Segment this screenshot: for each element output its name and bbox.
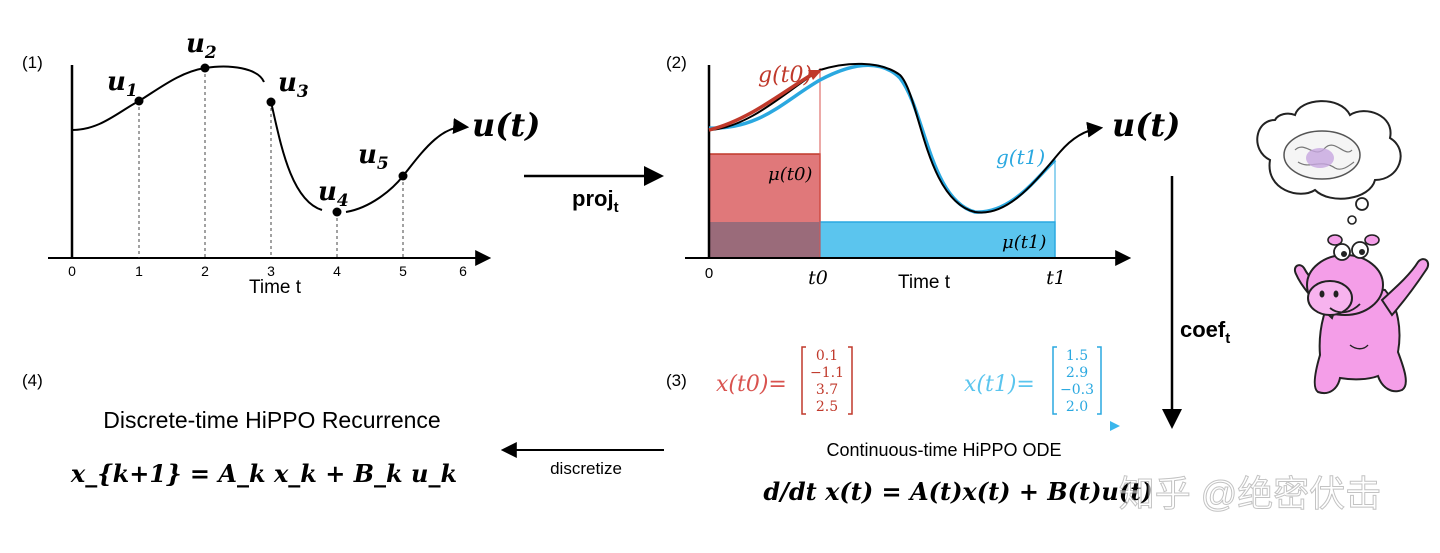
point-label-u5: u5 xyxy=(358,140,389,174)
x-tick-3: 3 xyxy=(267,263,275,279)
mu-t0-label: μ(t0) xyxy=(768,164,812,185)
x-t1-value-1: 2.9 xyxy=(1066,365,1088,381)
x-t0-value-1: −1.1 xyxy=(810,365,844,381)
x-t1-value-3: 2.0 xyxy=(1066,399,1088,415)
g-t0-label: g(t0) xyxy=(758,63,812,88)
coef-label: coeft xyxy=(1180,317,1230,347)
x-t1-bracket-left xyxy=(1052,346,1057,415)
panel-2-curve-label: u(t) xyxy=(1112,106,1180,144)
g-t1-approximation xyxy=(708,63,1057,214)
signal-curve-a xyxy=(71,65,265,131)
panel-3: (3) x(t0)= 0.1 −1.1 3.7 2.5 x(t1)= 1.5 2… xyxy=(666,346,1153,506)
x-tick-5: 5 xyxy=(399,263,407,279)
proj-arrow: projt xyxy=(524,166,664,216)
p2-tick-t0: t0 xyxy=(808,267,828,289)
point-label-u3: u3 xyxy=(278,68,309,102)
hippo-icon xyxy=(1294,234,1430,394)
sample-point-1 xyxy=(134,96,144,106)
time-gradient-arrowhead xyxy=(1110,421,1120,431)
x-tick-1: 1 xyxy=(135,263,143,279)
x-t1-value-2: −0.3 xyxy=(1060,382,1094,398)
coef-arrow: coeft xyxy=(1162,176,1230,429)
panel-4-equation: x_{k+1} = A_k x_k + B_k u_k xyxy=(70,459,457,488)
panel-2-label: (2) xyxy=(666,53,687,72)
panel-2: (2) g(t0) g(t1) μ(t0) μ(t1) u(t) 0 t0 t1… xyxy=(666,53,1180,293)
mu-overlap-region xyxy=(709,222,820,258)
g-t1-label: g(t1) xyxy=(996,145,1045,169)
panel-3-label: (3) xyxy=(666,371,687,390)
point-label-u1: u1 xyxy=(107,67,138,101)
thought-bubble xyxy=(1256,100,1402,225)
x-tick-2: 2 xyxy=(201,263,209,279)
panel-4-title: Discrete-time HiPPO Recurrence xyxy=(103,407,440,433)
signal-curve-b xyxy=(270,101,323,211)
x-t0-label: x(t0)= xyxy=(716,372,787,397)
panel-1-curve-label: u(t) xyxy=(472,106,540,144)
panel-4: (4) Discrete-time HiPPO Recurrence x_{k+… xyxy=(22,371,457,488)
x-t0-bracket-left xyxy=(801,346,806,415)
x-t0-bracket-right xyxy=(848,346,853,415)
g-t0-approximation xyxy=(708,70,817,132)
mu-t1-region xyxy=(819,221,1056,259)
x-tick-6: 6 xyxy=(459,263,467,279)
proj-label: projt xyxy=(572,186,619,216)
x-t1-label: x(t1)= xyxy=(964,372,1035,397)
mu-t1-label: μ(t1) xyxy=(1002,232,1046,253)
x-t1-bracket-right xyxy=(1097,346,1102,415)
p2-tick-t1: t1 xyxy=(1046,267,1066,289)
x-t1-value-0: 1.5 xyxy=(1066,348,1088,364)
g-t0-arrowhead xyxy=(808,70,822,80)
x-tick-4: 4 xyxy=(333,263,341,279)
sample-point-3 xyxy=(266,97,276,107)
x-tick-0: 0 xyxy=(68,263,76,279)
panel-2-x-label: Time t xyxy=(898,272,951,293)
sample-point-2 xyxy=(200,63,210,73)
sample-point-5 xyxy=(398,171,408,181)
panel-1-x-label: Time t xyxy=(249,277,302,298)
panel-4-label: (4) xyxy=(22,371,43,390)
panel-1-label: (1) xyxy=(22,53,43,72)
panel-3-equation: d/dt x(t) = A(t)x(t) + B(t)u(t) xyxy=(763,477,1152,506)
panel-1: (1) u1 u2 u3 u4 u5 0 1 2 3 4 5 6 Time t xyxy=(22,29,540,298)
panel-3-title: Continuous-time HiPPO ODE xyxy=(826,440,1061,460)
watermark: 知乎 @绝密伏击 xyxy=(1119,473,1382,514)
point-label-u4: u4 xyxy=(318,177,349,211)
discretize-label: discretize xyxy=(550,459,622,478)
point-label-u2: u2 xyxy=(186,29,217,63)
sample-point-4 xyxy=(332,207,342,217)
x-t0-value-2: 3.7 xyxy=(816,382,838,398)
hippo-illustration xyxy=(1256,100,1430,394)
x-t0-value-3: 2.5 xyxy=(816,399,838,415)
x-t0-value-0: 0.1 xyxy=(816,348,838,364)
discretize-arrow: discretize xyxy=(500,442,664,478)
p2-tick-0: 0 xyxy=(705,265,713,282)
